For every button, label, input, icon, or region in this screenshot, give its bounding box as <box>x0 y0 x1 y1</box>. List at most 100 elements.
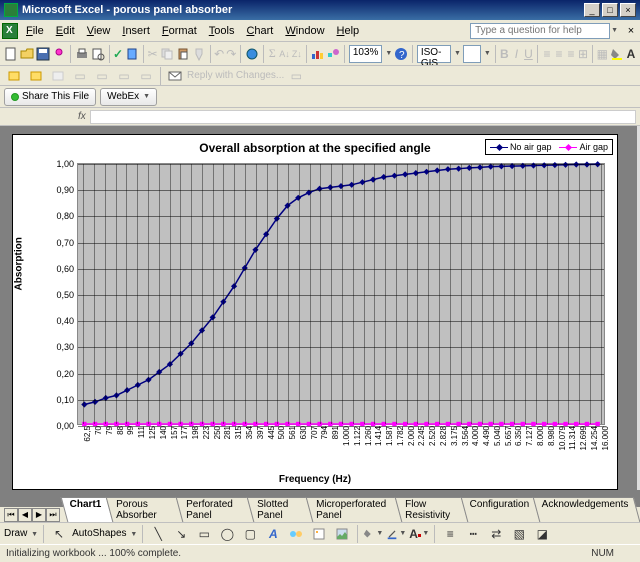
bold-icon[interactable]: B <box>499 44 509 64</box>
review-icon-4[interactable]: ▭ <box>70 66 90 86</box>
arrow-style-icon[interactable]: ⇄ <box>486 524 506 544</box>
tab-first-icon[interactable]: ⏮ <box>4 508 18 522</box>
print-icon[interactable] <box>75 44 89 64</box>
align-left-icon[interactable]: ≡ <box>542 44 552 64</box>
cut-icon[interactable]: ✂ <box>148 44 158 64</box>
sheet-tab[interactable]: Flow Resistivity <box>394 497 468 522</box>
font-size-combo[interactable] <box>463 45 481 63</box>
fx-icon[interactable]: fx <box>78 111 86 122</box>
sheet-tab[interactable]: Slotted Panel <box>247 497 314 522</box>
sort-desc-icon[interactable]: Z↓ <box>292 44 302 64</box>
help-search-input[interactable] <box>470 23 610 39</box>
rectangle-tool-icon[interactable]: ▭ <box>194 524 214 544</box>
picture-icon[interactable] <box>332 524 352 544</box>
print-preview-icon[interactable] <box>91 44 105 64</box>
line-style-icon[interactable]: ≡ <box>440 524 460 544</box>
menu-edit[interactable]: Edit <box>50 22 81 40</box>
excel-doc-icon[interactable] <box>2 23 18 39</box>
review-icon-6[interactable]: ▭ <box>114 66 134 86</box>
undo-icon[interactable]: ↶ <box>214 44 224 64</box>
formula-input[interactable] <box>90 110 636 124</box>
clipart-icon[interactable] <box>309 524 329 544</box>
spelling-icon[interactable]: ✓ <box>113 44 123 64</box>
menu-format[interactable]: Format <box>156 22 203 40</box>
reply-changes-label[interactable]: Reply with Changes... <box>187 70 284 81</box>
open-icon[interactable] <box>20 44 34 64</box>
review-icon-7[interactable]: ▭ <box>136 66 156 86</box>
research-icon[interactable] <box>125 44 139 64</box>
share-file-button[interactable]: Share This File <box>4 88 96 106</box>
arrow-tool-icon[interactable]: ↘ <box>171 524 191 544</box>
paste-icon[interactable] <box>176 44 190 64</box>
close-button[interactable]: × <box>620 3 636 17</box>
wordart-icon[interactable]: A <box>263 524 283 544</box>
sheet-tab[interactable]: Chart1 <box>61 497 113 522</box>
menu-help[interactable]: Help <box>331 22 366 40</box>
y-axis-label[interactable]: Absorption <box>14 237 25 290</box>
tab-last-icon[interactable]: ⏭ <box>46 508 60 522</box>
tab-next-icon[interactable]: ▶ <box>32 508 46 522</box>
textbox-tool-icon[interactable]: ▢ <box>240 524 260 544</box>
webex-button[interactable]: WebEx ▼ <box>100 88 157 106</box>
new-icon[interactable] <box>4 44 18 64</box>
borders-icon[interactable]: ▦ <box>597 44 608 64</box>
fill-color-draw-icon[interactable]: ▼ <box>363 524 383 544</box>
line-color-icon[interactable]: ▼ <box>386 524 406 544</box>
tab-prev-icon[interactable]: ◀ <box>18 508 32 522</box>
autoshapes-menu[interactable]: AutoShapes ▼ <box>72 528 137 539</box>
legend-item-2[interactable]: Air gap <box>559 142 608 152</box>
chart-legend[interactable]: No air gap Air gap <box>485 139 613 155</box>
fill-color-icon[interactable] <box>610 44 624 64</box>
maximize-button[interactable]: □ <box>602 3 618 17</box>
align-right-icon[interactable]: ≡ <box>566 44 576 64</box>
sheet-tab[interactable]: Acknowledgements <box>533 497 640 522</box>
italic-icon[interactable]: I <box>511 44 521 64</box>
redo-icon[interactable]: ↷ <box>226 44 236 64</box>
diagram-icon[interactable] <box>286 524 306 544</box>
minimize-button[interactable]: _ <box>584 3 600 17</box>
doc-close-button[interactable]: × <box>624 24 638 38</box>
legend-item-1[interactable]: No air gap <box>490 142 552 152</box>
sort-asc-icon[interactable]: A↓ <box>279 44 290 64</box>
send-mail-icon[interactable] <box>165 66 185 86</box>
sheet-tab[interactable]: Microperforated Panel <box>305 497 402 522</box>
sheet-tab[interactable]: Porous Absorber <box>105 497 183 522</box>
review-icon-2[interactable] <box>26 66 46 86</box>
help-icon[interactable]: ? <box>394 44 408 64</box>
copy-icon[interactable] <box>160 44 174 64</box>
chart-wizard-icon[interactable] <box>310 44 324 64</box>
permission-icon[interactable] <box>52 44 66 64</box>
menu-tools[interactable]: Tools <box>203 22 241 40</box>
dash-style-icon[interactable]: ┅ <box>463 524 483 544</box>
menu-window[interactable]: Window <box>279 22 330 40</box>
line-tool-icon[interactable]: ╲ <box>148 524 168 544</box>
chart-area[interactable]: Overall absorption at the specified angl… <box>12 134 618 490</box>
zoom-combo[interactable]: 103% <box>349 45 383 63</box>
menu-chart[interactable]: Chart <box>240 22 279 40</box>
drawing-toggle-icon[interactable] <box>326 44 340 64</box>
select-objects-icon[interactable]: ↖ <box>49 524 69 544</box>
underline-icon[interactable]: U <box>523 44 533 64</box>
draw-menu[interactable]: Draw ▼ <box>4 528 38 539</box>
menu-file[interactable]: File <box>20 22 50 40</box>
plot-area[interactable]: 0,000,100,200,300,400,500,600,700,800,90… <box>77 163 605 425</box>
save-icon[interactable] <box>36 44 50 64</box>
help-dropdown-icon[interactable]: ▼ <box>611 27 618 34</box>
x-axis-label[interactable]: Frequency (Hz) <box>13 474 617 485</box>
hyperlink-icon[interactable] <box>245 44 259 64</box>
format-painter-icon[interactable] <box>192 44 206 64</box>
font-color-icon[interactable]: A <box>626 44 636 64</box>
3d-icon[interactable]: ◪ <box>532 524 552 544</box>
sheet-tab[interactable]: Perforated Panel <box>176 497 255 522</box>
menu-insert[interactable]: Insert <box>116 22 156 40</box>
end-review-icon[interactable]: ▭ <box>286 66 306 86</box>
oval-tool-icon[interactable]: ◯ <box>217 524 237 544</box>
autosum-icon[interactable]: Σ <box>267 44 277 64</box>
review-icon-5[interactable]: ▭ <box>92 66 112 86</box>
menu-view[interactable]: View <box>81 22 117 40</box>
sheet-tab[interactable]: Configuration <box>460 497 540 522</box>
merge-icon[interactable]: ⊞ <box>578 44 588 64</box>
review-icon-3[interactable] <box>48 66 68 86</box>
align-center-icon[interactable]: ≡ <box>554 44 564 64</box>
review-icon-1[interactable] <box>4 66 24 86</box>
